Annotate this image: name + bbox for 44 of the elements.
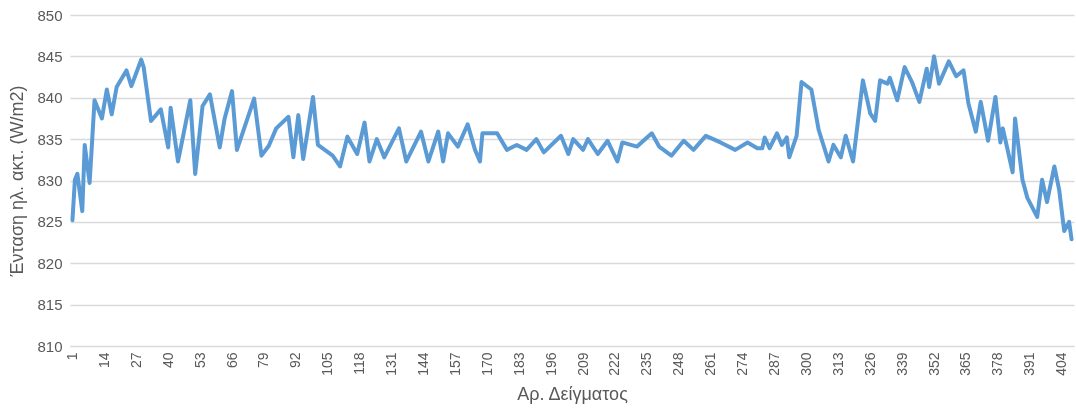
x-tick-label: 300 xyxy=(797,352,814,376)
x-tick-label: 105 xyxy=(319,352,336,376)
x-tick-label: 144 xyxy=(414,352,431,376)
x-tick-label: 365 xyxy=(957,352,974,376)
x-tick-label: 274 xyxy=(734,352,751,376)
x-tick-label: 1 xyxy=(63,352,80,361)
x-tick-label: 157 xyxy=(446,352,463,376)
y-tick-label: 820 xyxy=(37,254,63,272)
x-tick-label: 27 xyxy=(127,352,144,369)
y-tick-label: 825 xyxy=(37,213,63,231)
x-tick-label: 313 xyxy=(829,352,846,376)
x-tick-label: 378 xyxy=(989,352,1006,376)
y-tick-label: 830 xyxy=(37,172,63,189)
x-tick-label: 235 xyxy=(638,352,655,376)
x-tick-label: 14 xyxy=(95,352,112,369)
line-series xyxy=(70,54,1074,242)
x-tick-label: 79 xyxy=(255,352,272,369)
x-tick-label: 131 xyxy=(383,352,400,376)
y-axis-title: Ένταση ηλ. ακτ. (W/m2) xyxy=(7,85,28,278)
y-tick-label: 840 xyxy=(37,89,63,107)
x-tick-label: 339 xyxy=(893,352,910,376)
x-tick-label: 170 xyxy=(478,352,495,376)
y-tick-label: 815 xyxy=(37,296,63,314)
y-tick-label: 850 xyxy=(37,6,63,24)
x-tick-label: 404 xyxy=(1053,352,1070,376)
x-tick-label: 53 xyxy=(191,352,208,369)
x-tick-label: 391 xyxy=(1021,352,1038,376)
y-tick-label: 835 xyxy=(37,130,63,148)
x-tick-label: 118 xyxy=(351,352,368,375)
x-axis-title: Αρ. Δείγματος xyxy=(517,383,629,404)
x-tick-label: 222 xyxy=(606,352,623,376)
x-tick-label: 92 xyxy=(287,352,304,369)
x-tick-label: 66 xyxy=(223,352,240,369)
y-tick-label: 845 xyxy=(37,47,63,65)
x-tick-label: 209 xyxy=(574,352,591,376)
y-tick-label: 810 xyxy=(37,337,63,355)
x-tick-label: 196 xyxy=(542,352,559,376)
x-tick-label: 352 xyxy=(925,352,942,376)
x-tick-label: 261 xyxy=(702,352,719,376)
x-tick-label: 40 xyxy=(159,352,176,369)
x-tick-label: 183 xyxy=(510,352,527,376)
x-tick-label: 287 xyxy=(766,352,783,376)
x-tick-label: 248 xyxy=(670,352,687,376)
x-tick-label: 326 xyxy=(861,352,878,376)
